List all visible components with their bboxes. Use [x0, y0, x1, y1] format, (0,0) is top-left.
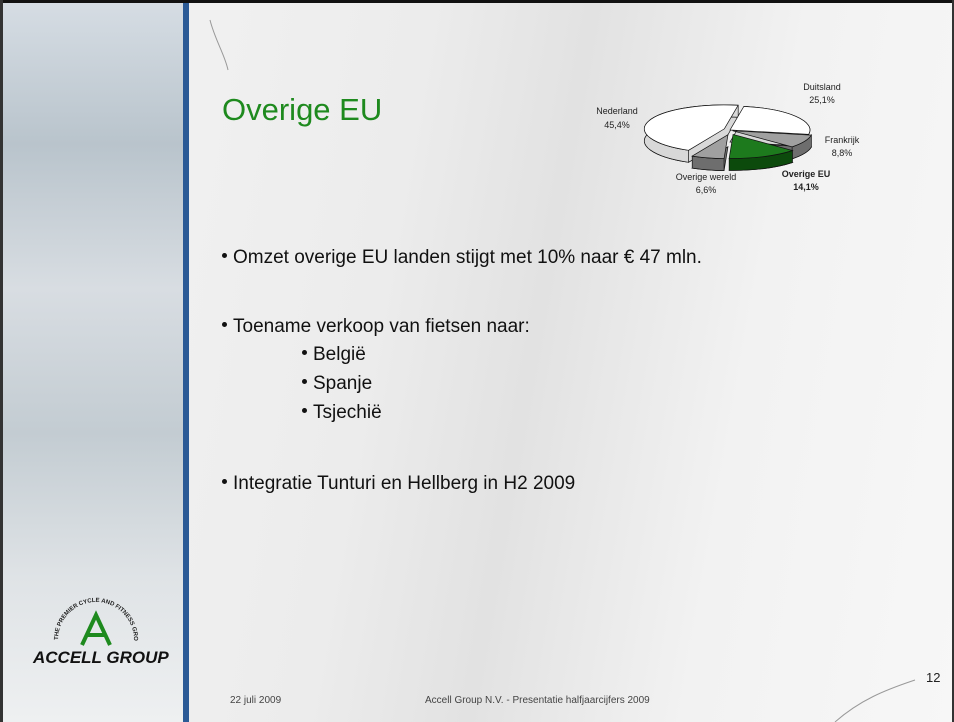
slice-value-label: 14,1%	[793, 182, 819, 192]
slice	[730, 106, 810, 134]
slice-value-label: 45,4%	[604, 120, 630, 130]
slice-label: Frankrijk	[825, 135, 860, 145]
decoration	[835, 680, 915, 722]
decoration	[210, 20, 228, 70]
logo-tagline: THE PREMIER CYCLE AND FITNESS GROUP	[0, 0, 138, 641]
slice-label: Duitsland	[803, 82, 841, 92]
slice-label: Overige EU	[782, 169, 831, 179]
slice-value-label: 25,1%	[809, 95, 835, 105]
logo-mark	[82, 615, 110, 645]
slice-value-label: 6,6%	[696, 185, 717, 195]
chart: THE PREMIER CYCLE AND FITNESS GROUP Nede…	[0, 0, 954, 722]
slice-label: Overige wereld	[676, 172, 737, 182]
slice-value-label: 8,8%	[832, 148, 853, 158]
slice-label: Nederland	[596, 106, 638, 116]
slide: Overige EU Omzet overige EU landen stijg…	[0, 0, 954, 722]
